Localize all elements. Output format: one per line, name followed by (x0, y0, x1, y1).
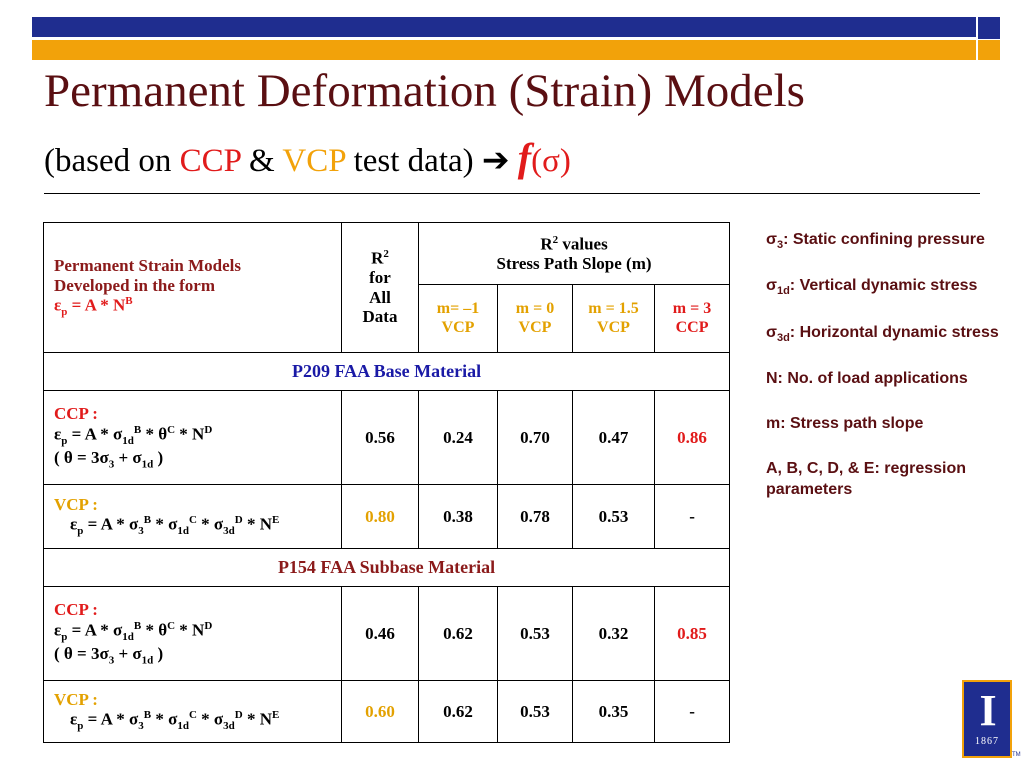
r2-value: 0.35 (572, 680, 655, 743)
block-i-icon: I (979, 686, 997, 735)
slide-subtitle: (based on CCP & VCP test data) ➔ f(σ) (44, 134, 571, 181)
note-load-applications: N: No. of load applications (766, 370, 968, 388)
r2-value: 0.85 (653, 586, 731, 681)
r2-value: 0.78 (497, 484, 573, 549)
material-section-header: P209 FAA Base Material (42, 352, 731, 391)
subtitle-suffix: test data) (345, 143, 482, 179)
header-bar-blue (32, 17, 976, 37)
table-row: VCP : εp = A * σ3B * σ1dC * σ3dD * NE 0.… (43, 680, 731, 743)
r2-value: 0.70 (497, 390, 573, 485)
subtitle-function-sigma: (σ) (531, 143, 571, 179)
header-square-orange (978, 40, 1000, 60)
subtitle-amp: & (240, 143, 283, 179)
header-square-blue (978, 17, 1000, 39)
subtitle-prefix: (based on (44, 143, 180, 179)
title-divider (44, 193, 980, 194)
note-sigma1d: σ1d: Vertical dynamic stress (766, 277, 978, 298)
m-col-header: m= –1 VCP (418, 284, 498, 353)
r2-all-data-header: R2 for All Data (341, 222, 419, 353)
model-cell: VCP : εp = A * σ3B * σ1dC * σ3dD * NE (43, 680, 342, 743)
m-col-header: m = 1.5 VCP (572, 284, 655, 353)
m-col-header: m = 0 VCP (497, 284, 573, 353)
subtitle-function-f: f (517, 135, 532, 180)
r2-value: 0.53 (497, 586, 573, 681)
r2-all-value: 0.60 (341, 680, 419, 743)
subtitle-vcp: VCP (282, 143, 346, 179)
r2-value: - (653, 484, 731, 549)
note-sigma3: σ3: Static confining pressure (766, 231, 985, 252)
models-header-equation: εp = A * NB (54, 295, 133, 319)
logo-year: 1867 (975, 736, 999, 747)
r2-all-value: 0.56 (341, 390, 419, 485)
models-header-cell: Permanent Strain Models Developed in the… (43, 222, 342, 353)
models-header-line2: Developed in the form (54, 275, 216, 295)
r2-all-value: 0.46 (341, 586, 419, 681)
slide-title: Permanent Deformation (Strain) Models (44, 65, 805, 117)
header-bar-orange (32, 40, 976, 60)
r2-results-table: Permanent Strain Models Developed in the… (42, 222, 731, 743)
note-stress-path-slope: m: Stress path slope (766, 415, 924, 433)
model-cell: VCP : εp = A * σ3B * σ1dC * σ3dD * NE (43, 484, 342, 549)
table-row: VCP : εp = A * σ3B * σ1dC * σ3dD * NE 0.… (43, 484, 731, 549)
legend-notes: σ3: Static confining pressure σ1d: Verti… (766, 230, 1006, 525)
r2-value: 0.53 (497, 680, 573, 743)
r2-value: 0.53 (572, 484, 655, 549)
university-logo: I 1867 (962, 680, 1012, 758)
m-col-header: m = 3 CCP (653, 284, 731, 353)
r2-all-value: 0.80 (341, 484, 419, 549)
r2-value: 0.38 (418, 484, 498, 549)
r2-value: 0.47 (572, 390, 655, 485)
r2-value: 0.62 (418, 586, 498, 681)
model-cell: CCP : εp = A * σ1dB * θC * ND ( θ = 3σ3 … (43, 390, 342, 485)
model-cell: CCP : εp = A * σ1dB * θC * ND ( θ = 3σ3 … (43, 586, 342, 681)
note-sigma3d: σ3d: Horizontal dynamic stress (766, 323, 999, 345)
arrow-right-icon: ➔ (481, 143, 510, 179)
subtitle-ccp: CCP (179, 143, 241, 179)
table-row: CCP : εp = A * σ1dB * θC * ND ( θ = 3σ3 … (43, 586, 731, 681)
r2-value: 0.24 (418, 390, 498, 485)
note-regression-parameters: A, B, C, D, & E: regression parameters (766, 460, 967, 498)
trademark-mark: TM (1012, 752, 1021, 758)
r2-value: 0.86 (653, 390, 731, 485)
material-section-header: P154 FAA Subbase Material (42, 548, 731, 587)
r2-value: 0.62 (418, 680, 498, 743)
models-header-line1: Permanent Strain Models (54, 256, 241, 276)
r2-value: - (653, 680, 731, 743)
r2-value: 0.32 (572, 586, 655, 681)
table-row: CCP : εp = A * σ1dB * θC * ND ( θ = 3σ3 … (43, 390, 731, 485)
r2-values-header: R2 values Stress Path Slope (m) (417, 222, 731, 285)
